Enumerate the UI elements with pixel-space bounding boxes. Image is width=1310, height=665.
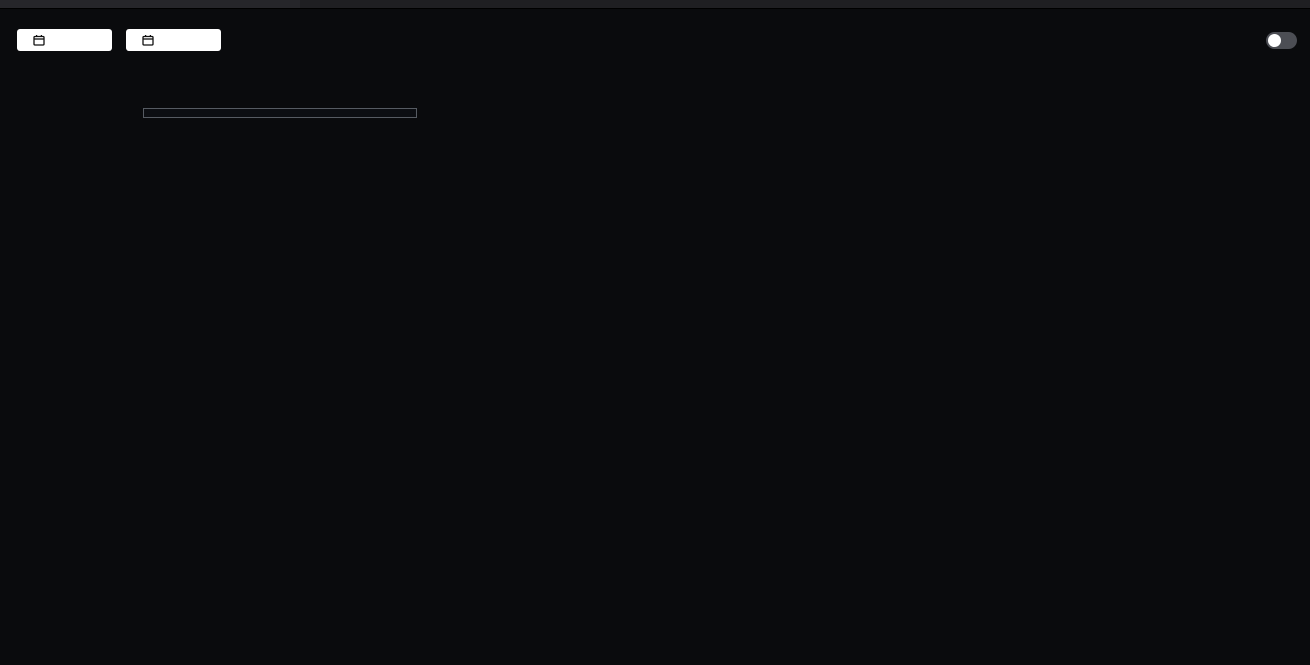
chart-toolbar	[0, 22, 1310, 56]
light-mode-control	[1256, 28, 1297, 52]
browser-chrome-strip	[0, 0, 1310, 8]
light-mode-toggle[interactable]	[1266, 31, 1297, 49]
calendar-icon	[33, 35, 45, 46]
calendar-icon	[142, 35, 154, 46]
chart-legend	[143, 108, 417, 118]
divider	[0, 8, 1310, 9]
end-date-input[interactable]	[126, 29, 221, 51]
browser-tab-hint	[0, 0, 300, 8]
start-date-input[interactable]	[17, 29, 112, 51]
toggle-knob	[1268, 33, 1281, 47]
